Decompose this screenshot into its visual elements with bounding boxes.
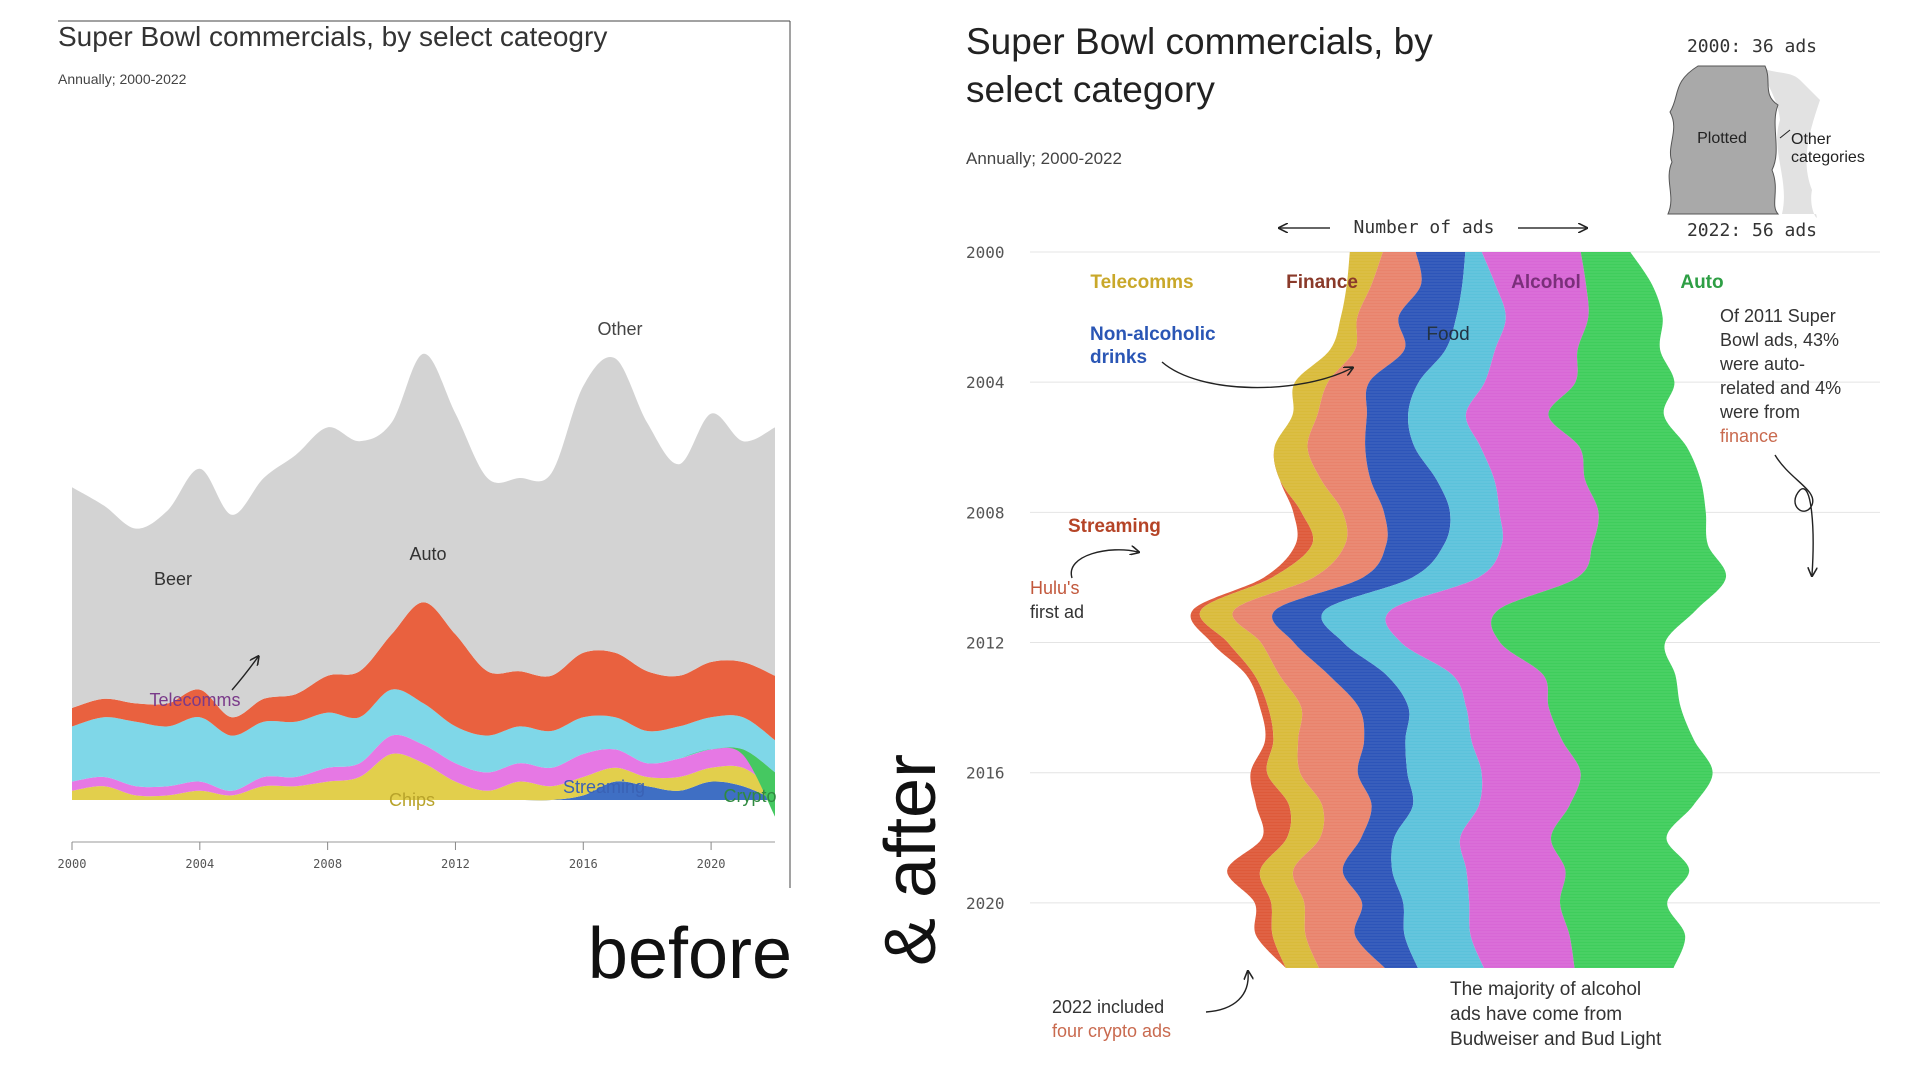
note-2011-line5: were from: [1719, 402, 1800, 422]
after-tick-label-2008: 2008: [966, 503, 1005, 522]
after-chart: Super Bowl commercials, by select catego…: [966, 21, 1880, 1050]
before-area-crypto: [679, 747, 775, 817]
before-area-other: [72, 353, 775, 718]
hulu-note-line2: first ad: [1030, 602, 1084, 622]
before-telecomms-arrow: [231, 657, 258, 691]
before-title: Super Bowl commercials, by select cateog…: [58, 21, 607, 52]
legend-plotted-label: Plotted: [1697, 130, 1747, 147]
after-caption: & after: [871, 754, 951, 966]
before-label-telecomms: Telecomms: [149, 690, 240, 710]
before-tick-label-2008: 2008: [313, 857, 342, 871]
before-label-streaming: Streaming: [563, 777, 645, 797]
before-tick-label-2000: 2000: [58, 857, 87, 871]
hulu-arrow: [1070, 550, 1138, 579]
legend-other-label2: categories: [1791, 149, 1865, 166]
after-subtitle: Annually; 2000-2022: [966, 149, 1122, 168]
after-title-line2: select category: [966, 69, 1215, 110]
alcohol-note-line3: Budweiser and Bud Light: [1450, 1029, 1662, 1050]
after-label-telecomms: Telecomms: [1090, 272, 1193, 293]
before-tick-label-2012: 2012: [441, 857, 470, 871]
before-area-beer: [72, 689, 775, 791]
before-label-beer: Beer: [154, 569, 192, 589]
legend-other-label1: Other: [1791, 131, 1832, 148]
after-tick-label-2012: 2012: [966, 634, 1005, 653]
after-axis-title: Number of ads: [1354, 217, 1495, 238]
before-subtitle: Annually; 2000-2022: [58, 71, 187, 87]
after-label-food: Food: [1426, 324, 1469, 345]
before-label-crypto: Crypto: [723, 786, 776, 806]
legend-other-leader: [1779, 129, 1791, 139]
note-2011: Of 2011 Super Bowl ads, 43% were auto- r…: [1719, 306, 1841, 575]
crypto-note-line1: 2022 included: [1052, 997, 1164, 1017]
after-nonalc-arrow: [1161, 361, 1352, 389]
after-title-line1: Super Bowl commercials, by: [966, 21, 1433, 62]
before-label-chips: Chips: [389, 790, 435, 810]
note-2011-line1: Of 2011 Super: [1720, 306, 1836, 326]
before-area-auto: [72, 602, 775, 741]
after-area-texture-finance: [1232, 252, 1422, 968]
legend-top-total: 2000: 36 ads: [1687, 36, 1817, 57]
note-2011-line3: were auto-: [1719, 354, 1805, 374]
before-tick-label-2004: 2004: [185, 857, 214, 871]
before-tick-label-2020: 2020: [697, 857, 726, 871]
before-area-telecomms: [72, 734, 775, 797]
note-2011-line2: Bowl ads, 43%: [1720, 330, 1839, 350]
note-2011-line6: finance: [1720, 426, 1778, 446]
after-tick-label-2000: 2000: [966, 243, 1005, 262]
before-chart: Super Bowl commercials, by select cateog…: [58, 20, 791, 888]
after-label-streaming: Streaming: [1068, 516, 1161, 537]
after-area-texture-food: [1321, 252, 1506, 968]
after-area-texture-streaming: [1190, 252, 1350, 968]
before-label-other: Other: [597, 319, 642, 339]
after-label-nonalc2: drinks: [1090, 347, 1147, 368]
crypto-arrow: [1205, 972, 1248, 1013]
after-tick-label-2004: 2004: [966, 373, 1005, 392]
crypto-note-line2: four crypto ads: [1052, 1021, 1171, 1041]
note-2011-arrow: [1774, 454, 1813, 575]
legend-plotted-shape: [1667, 65, 1780, 215]
after-label-finance: Finance: [1286, 272, 1358, 293]
after-legend: 2000: 36 ads Plotted Other categories 20…: [1667, 36, 1865, 241]
after-label-auto: Auto: [1680, 272, 1723, 293]
after-layers: [1190, 252, 1727, 968]
after-gridlines: 2000 2004 2008 2012 2016 2020: [966, 243, 1880, 913]
before-area-streaming: [72, 781, 775, 801]
legend-bottom-total: 2022: 56 ads: [1687, 220, 1817, 241]
after-area-texture-non-alcoholic-drinks: [1272, 252, 1466, 968]
note-2011-line4: related and 4%: [1720, 378, 1841, 398]
after-label-nonalc1: Non-alcoholic: [1090, 324, 1216, 345]
after-area-texture-telecomms: [1199, 252, 1383, 968]
before-layers: [72, 353, 775, 817]
after-tick-label-2020: 2020: [966, 894, 1005, 913]
before-caption: before: [588, 914, 792, 994]
before-area-chips: [72, 753, 775, 801]
alcohol-note-line1: The majority of alcohol: [1450, 979, 1641, 1000]
before-label-auto: Auto: [409, 544, 446, 564]
after-label-alcohol: Alcohol: [1511, 272, 1581, 293]
legend-other-shape: [1757, 66, 1820, 218]
alcohol-note-line2: ads have come from: [1450, 1004, 1622, 1025]
hulu-note-line1: Hulu's: [1030, 578, 1079, 598]
after-area-texture-alcohol: [1385, 252, 1599, 968]
after-tick-label-2016: 2016: [966, 764, 1005, 783]
before-x-ticks: 2000 2004 2008 2012 2016 2020: [58, 842, 726, 871]
before-tick-label-2016: 2016: [569, 857, 598, 871]
after-area-texture-auto: [1491, 252, 1727, 968]
